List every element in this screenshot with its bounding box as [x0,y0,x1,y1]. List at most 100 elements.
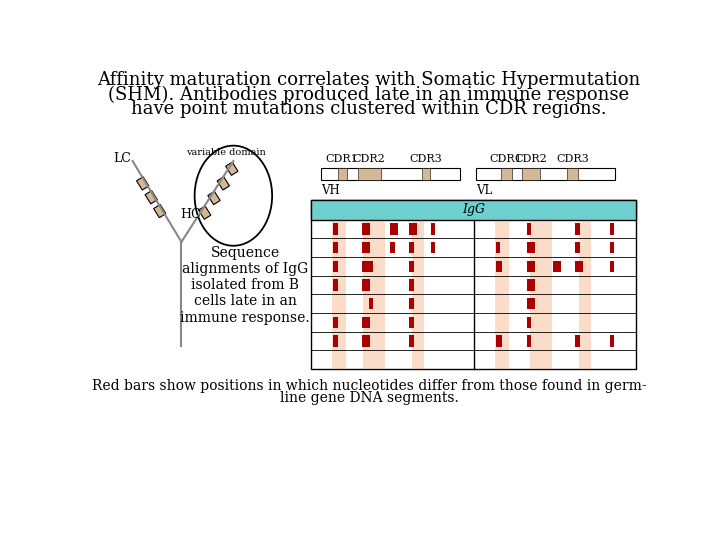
Bar [333,316,338,328]
Bar [145,191,158,204]
Bar [410,224,414,234]
Bar [413,224,418,234]
Bar [217,177,230,190]
Bar [369,298,374,309]
Bar [311,200,636,369]
Bar [610,242,614,253]
Bar [366,261,370,272]
Bar [362,242,367,253]
Bar [610,335,614,347]
Bar [610,261,614,272]
Bar [553,261,557,272]
Text: have point mutations clustered within CDR regions.: have point mutations clustered within CD… [131,100,607,118]
Bar [338,168,346,180]
Bar [369,261,374,272]
Bar [410,335,414,347]
Bar [362,224,367,234]
Bar [579,261,583,272]
Bar [410,242,414,253]
Bar [366,335,370,347]
Bar [526,261,531,272]
Bar [332,220,346,369]
Bar [410,316,414,328]
Bar [366,224,370,234]
Bar [137,177,149,190]
Text: LC: LC [114,152,132,165]
Bar [333,224,338,234]
Bar [530,261,534,272]
Text: CDR2: CDR2 [515,154,547,164]
Bar [575,224,580,234]
Text: VL: VL [476,184,492,197]
Bar [500,168,512,180]
Bar [422,168,431,180]
Bar [362,316,367,328]
Bar [208,191,220,205]
Bar [431,224,436,234]
Bar [526,335,531,347]
Bar [526,279,531,291]
Bar [363,220,384,369]
Bar [333,335,338,347]
Bar [412,220,424,369]
Text: CDR1: CDR1 [490,154,523,164]
Bar [366,242,370,253]
Text: CDR2: CDR2 [353,154,385,164]
Text: Sequence
alignments of IgG
isolated from B
cells late in an
immune response.: Sequence alignments of IgG isolated from… [180,246,310,325]
Bar [530,279,534,291]
Bar [333,279,338,291]
Bar [333,261,338,272]
Bar [311,200,636,220]
Bar [362,335,367,347]
Bar [556,261,561,272]
Bar [495,220,508,369]
Text: Affinity maturation correlates with Somatic Hypermutation: Affinity maturation correlates with Soma… [97,71,641,89]
Bar [610,224,614,234]
Text: (SHM). Antibodies produced late in an immune response: (SHM). Antibodies produced late in an im… [109,85,629,104]
Bar [321,168,461,180]
Bar [526,298,531,309]
Bar [498,261,502,272]
Text: Red bars show positions in which nucleotides differ from those found in germ-: Red bars show positions in which nucleot… [91,379,647,393]
Text: VH: VH [321,184,340,197]
Text: variable domain: variable domain [186,148,266,157]
Text: line gene DNA segments.: line gene DNA segments. [279,392,459,406]
Bar [530,220,552,369]
Bar [498,335,502,347]
Text: CDR3: CDR3 [557,154,589,164]
Bar [567,168,578,180]
Bar [495,261,500,272]
Bar [431,242,436,253]
Bar [530,242,534,253]
Bar [393,224,398,234]
Bar [575,335,580,347]
Bar [199,206,211,219]
Text: CDR3: CDR3 [409,154,442,164]
Bar [579,220,591,369]
Bar [526,224,531,234]
Bar [225,162,238,176]
Bar [390,242,395,253]
Bar [366,279,370,291]
Bar [530,298,534,309]
Bar [410,261,414,272]
Bar [526,316,531,328]
Bar [333,242,338,253]
Bar [410,298,414,309]
Bar [153,205,166,218]
Bar [358,168,382,180]
Bar [390,224,395,234]
Bar [495,335,500,347]
Bar [575,261,580,272]
Bar [410,279,414,291]
Bar [523,168,539,180]
Bar [362,279,367,291]
Bar [476,168,616,180]
Bar [311,200,636,220]
Bar [575,242,580,253]
Text: CDR1: CDR1 [325,154,359,164]
Bar [362,261,367,272]
Bar [526,242,531,253]
Text: HC: HC [181,208,201,221]
Bar [366,316,370,328]
